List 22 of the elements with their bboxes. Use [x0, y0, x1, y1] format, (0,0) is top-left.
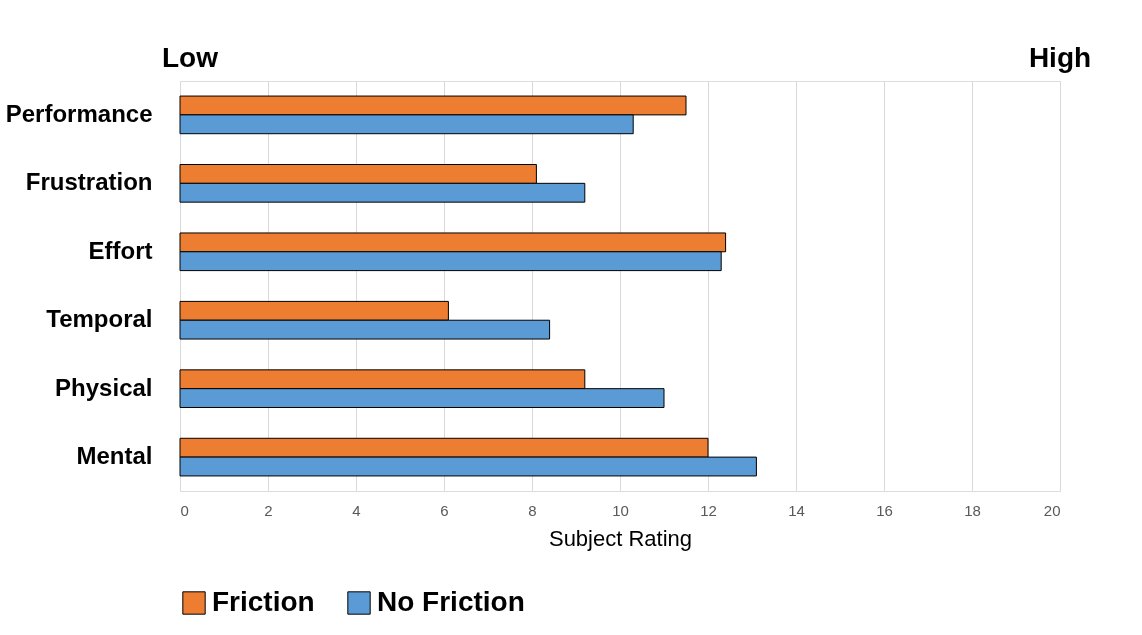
x-tick-label: 0: [180, 501, 189, 519]
text: High: [1028, 42, 1092, 73]
x-tick-label: 18: [964, 501, 981, 519]
text: Low: [162, 42, 219, 73]
x-axis-title: Subject Rating: [548, 525, 693, 551]
x-tick-label: 8: [528, 501, 537, 519]
y-tick-label: Physical: [55, 373, 153, 401]
y-tick-label: Effort: [88, 236, 153, 264]
x-tick-label: 14: [788, 501, 805, 519]
y-tick-label: Performance: [5, 99, 153, 127]
x-tick-label: 20: [1043, 501, 1061, 519]
legend-label: No Friction: [377, 586, 525, 617]
x-tick-label: 6: [440, 501, 449, 519]
x-tick-label: 4: [352, 501, 361, 519]
y-tick-label: Mental: [76, 442, 153, 470]
x-tick-label: 16: [876, 501, 893, 519]
x-tick-label: 2: [264, 501, 273, 519]
legend-label: Friction: [212, 586, 315, 617]
x-tick-label: 10: [612, 501, 629, 519]
y-tick-label: Frustration: [25, 168, 153, 196]
x-tick-label: 12: [700, 501, 717, 519]
y-tick-label: Temporal: [46, 305, 153, 333]
